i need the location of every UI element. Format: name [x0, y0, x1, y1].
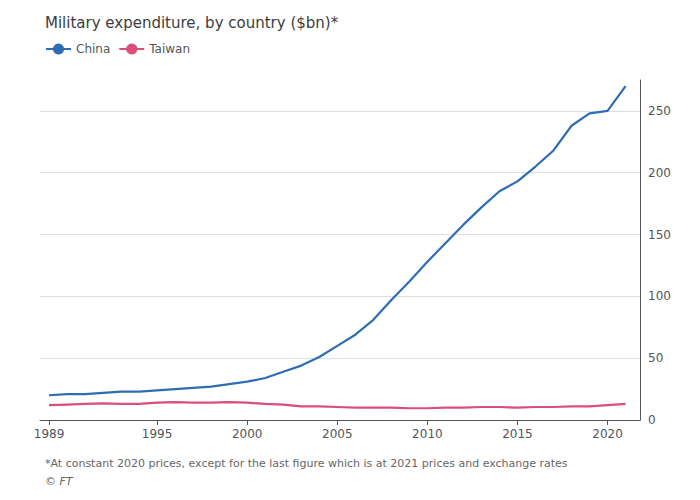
- svg-text:150: 150: [648, 228, 671, 242]
- svg-text:*At constant 2020 prices, exce: *At constant 2020 prices, except for the…: [45, 457, 568, 470]
- svg-text:50: 50: [648, 351, 663, 365]
- svg-text:0: 0: [648, 413, 656, 427]
- svg-text:2020: 2020: [592, 427, 623, 441]
- svg-text:100: 100: [648, 289, 671, 303]
- svg-text:Military expenditure, by count: Military expenditure, by country ($bn)*: [45, 14, 339, 32]
- svg-text:2015: 2015: [502, 427, 533, 441]
- svg-text:Taiwan: Taiwan: [148, 42, 190, 56]
- svg-text:2010: 2010: [412, 427, 443, 441]
- svg-text:2000: 2000: [232, 427, 263, 441]
- svg-text:2005: 2005: [322, 427, 353, 441]
- svg-text:China: China: [76, 42, 110, 56]
- svg-text:© FT: © FT: [45, 475, 74, 488]
- svg-text:1995: 1995: [142, 427, 173, 441]
- svg-text:200: 200: [648, 166, 671, 180]
- svg-text:1989: 1989: [34, 427, 65, 441]
- svg-text:250: 250: [648, 104, 671, 118]
